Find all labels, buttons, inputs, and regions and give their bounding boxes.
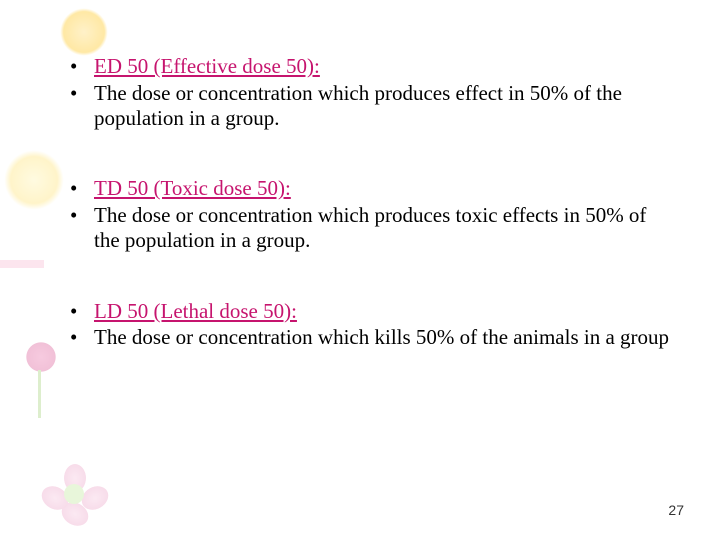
- definition-ed50: The dose or concentration which produces…: [94, 81, 676, 131]
- decoration-sun-left: [4, 150, 64, 210]
- decoration-flower-mid: [10, 340, 70, 420]
- slide-content: • ED 50 (Effective dose 50): • The dose …: [68, 54, 676, 352]
- definition-block-ed50: • ED 50 (Effective dose 50): • The dose …: [68, 54, 676, 130]
- bullet-icon: •: [68, 54, 94, 79]
- decoration-stripe: [0, 260, 44, 268]
- bullet-icon: •: [68, 325, 94, 350]
- bullet-icon: •: [68, 299, 94, 324]
- term-ld50: LD 50 (Lethal dose 50):: [94, 299, 297, 323]
- bullet-icon: •: [68, 176, 94, 201]
- decoration-flower-bottom: [40, 464, 110, 534]
- definition-td50: The dose or concentration which produces…: [94, 203, 676, 253]
- definition-ld50: The dose or concentration which kills 50…: [94, 325, 676, 350]
- definition-block-ld50: • LD 50 (Lethal dose 50): • The dose or …: [68, 299, 676, 351]
- bullet-icon: •: [68, 81, 94, 106]
- bullet-icon: •: [68, 203, 94, 228]
- term-ed50: ED 50 (Effective dose 50):: [94, 54, 320, 78]
- page-number: 27: [668, 502, 684, 518]
- definition-block-td50: • TD 50 (Toxic dose 50): • The dose or c…: [68, 176, 676, 252]
- term-td50: TD 50 (Toxic dose 50):: [94, 176, 291, 200]
- decoration-sun-top: [60, 8, 108, 56]
